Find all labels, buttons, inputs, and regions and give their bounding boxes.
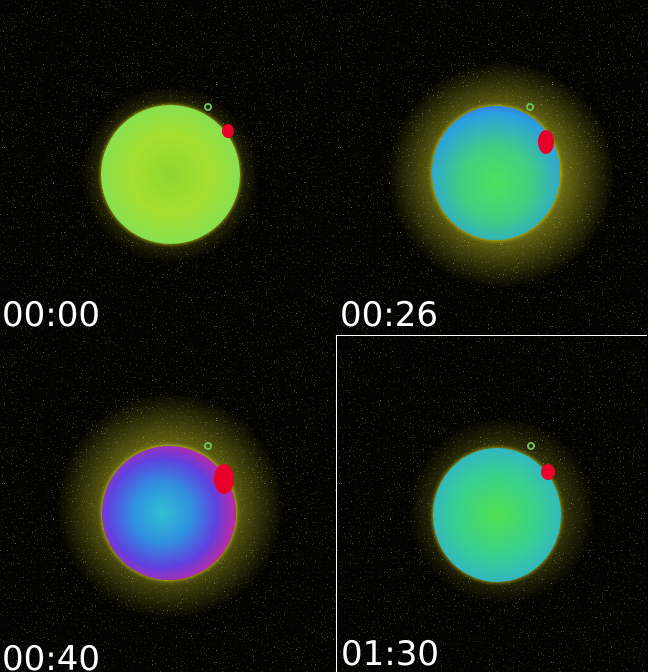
panel-00-00: 00:00 — [0, 0, 336, 336]
timestamp: 00:40 — [2, 639, 100, 672]
cell — [102, 446, 236, 580]
small-vesicle — [526, 103, 534, 111]
cell — [101, 105, 240, 244]
polar-body — [222, 124, 234, 138]
cell — [433, 448, 561, 582]
polar-body — [214, 464, 234, 494]
panel-00-40: 00:40 — [0, 336, 336, 672]
small-vesicle — [204, 103, 212, 111]
cell — [432, 106, 560, 240]
polar-body — [538, 130, 554, 154]
microscopy-figure: 00:00 00:26 00:40 01:30 — [0, 0, 648, 672]
panel-00-26: 00:26 — [336, 0, 648, 336]
small-vesicle — [204, 442, 212, 450]
timestamp: 01:30 — [341, 634, 439, 672]
timestamp: 00:00 — [2, 295, 100, 335]
small-vesicle — [527, 442, 535, 450]
timestamp: 00:26 — [340, 295, 438, 335]
panel-01-30: 01:30 — [336, 335, 647, 672]
polar-body — [541, 464, 555, 480]
